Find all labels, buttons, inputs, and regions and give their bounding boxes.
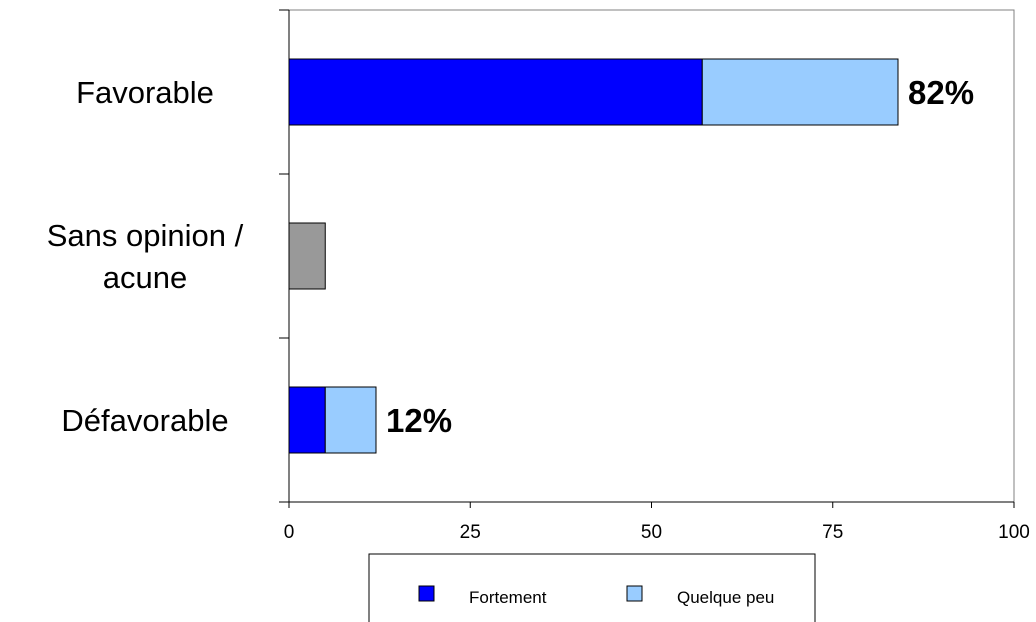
legend-label: Quelque peu [677, 588, 774, 607]
category-labels: Favorable Sans opinion / acune Défavorable [47, 75, 244, 438]
bar-0-series-1 [701, 58, 899, 126]
x-tick-label: 25 [460, 522, 481, 543]
data-label: 12% [386, 402, 452, 439]
legend-frame [368, 553, 816, 622]
legend-label: Fortement [469, 588, 547, 607]
data-labels: 82% 12% [386, 74, 974, 439]
bar-1-series-2 [288, 222, 326, 290]
legend: Fortement Quelque peu [368, 553, 816, 622]
legend-swatch [626, 585, 643, 602]
bar-2-series-1 [324, 386, 377, 454]
x-tick-label: 100 [998, 522, 1030, 543]
x-tick-label: 0 [284, 522, 295, 543]
bar-0-series-0 [288, 58, 703, 126]
bars-group [288, 58, 899, 454]
x-tick-label: 50 [641, 522, 662, 543]
x-tick-label: 75 [822, 522, 843, 543]
axes: 0 25 50 75 100 [279, 9, 1030, 543]
bar-2-series-0 [288, 386, 326, 454]
category-label: Favorable [76, 75, 214, 110]
legend-swatch [418, 585, 435, 602]
category-label: Sans opinion / acune [47, 218, 244, 295]
data-label: 82% [908, 74, 974, 111]
category-label: Défavorable [61, 403, 228, 438]
